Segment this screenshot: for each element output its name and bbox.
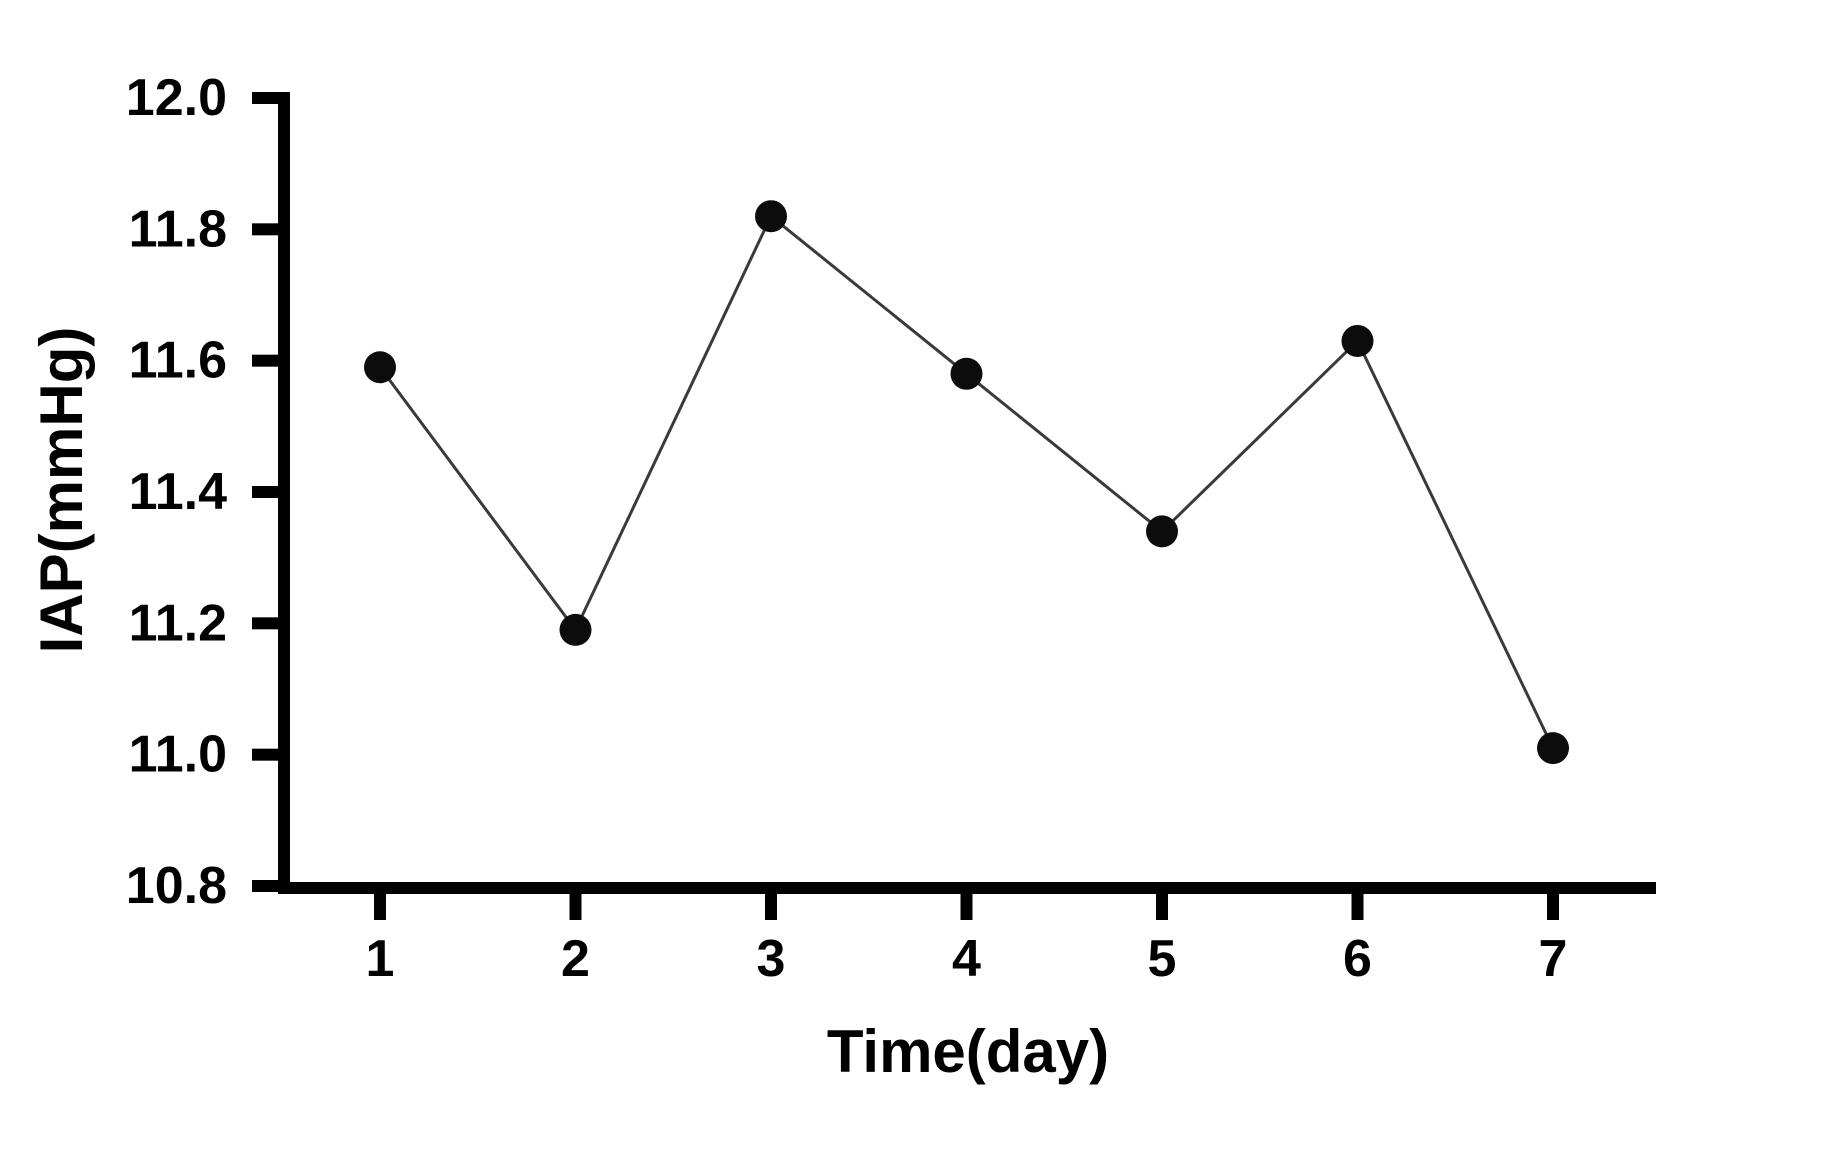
- data-point: [1537, 732, 1569, 765]
- y-tick-label: 10.8: [126, 857, 227, 915]
- x-tick: [765, 894, 777, 920]
- y-tick: [252, 92, 278, 104]
- y-tick: [252, 354, 278, 367]
- x-tick-label: 6: [1343, 930, 1372, 988]
- x-tick-label: 1: [366, 930, 395, 988]
- x-tick: [569, 894, 582, 920]
- x-axis-line: [278, 882, 1656, 894]
- y-tick-label: 11.8: [129, 200, 227, 258]
- axes-layer: 10.8 11.0 11.2 11.4 11.6 11.8 12.0 1 2 3 4 5 6 7: [126, 69, 1656, 988]
- y-tick: [252, 748, 278, 761]
- x-tick-label: 4: [952, 930, 981, 988]
- data-point: [950, 357, 983, 390]
- y-tick-label: 11.6: [129, 332, 227, 390]
- y-axis-line: [278, 92, 290, 894]
- y-tick: [252, 223, 278, 236]
- y-tick: [252, 617, 278, 630]
- series-line: [378, 214, 1555, 749]
- x-tick-label: 7: [1539, 930, 1568, 988]
- y-tick-label: 11.0: [129, 726, 227, 784]
- y-axis-title: IAP(mmHg): [28, 327, 95, 654]
- data-point: [1146, 515, 1178, 548]
- x-tick-label: 5: [1148, 930, 1177, 988]
- y-tick-label: 11.4: [129, 463, 227, 521]
- series-layer: [364, 200, 1569, 765]
- data-point: [364, 351, 396, 384]
- data-point: [1341, 324, 1374, 357]
- x-tick-label: 2: [561, 930, 590, 988]
- x-tick: [1156, 894, 1168, 920]
- data-point: [755, 200, 787, 233]
- x-tick: [960, 894, 973, 920]
- x-tick: [374, 894, 386, 920]
- x-axis-title: Time(day): [827, 1018, 1109, 1085]
- y-tick-label: 12.0: [126, 69, 227, 127]
- y-tick-label: 11.2: [129, 594, 227, 652]
- x-tick-label: 3: [757, 930, 786, 988]
- y-tick: [252, 486, 278, 498]
- x-tick: [1547, 894, 1559, 920]
- y-tick: [252, 880, 278, 892]
- x-tick: [1351, 894, 1364, 920]
- data-point: [559, 613, 592, 646]
